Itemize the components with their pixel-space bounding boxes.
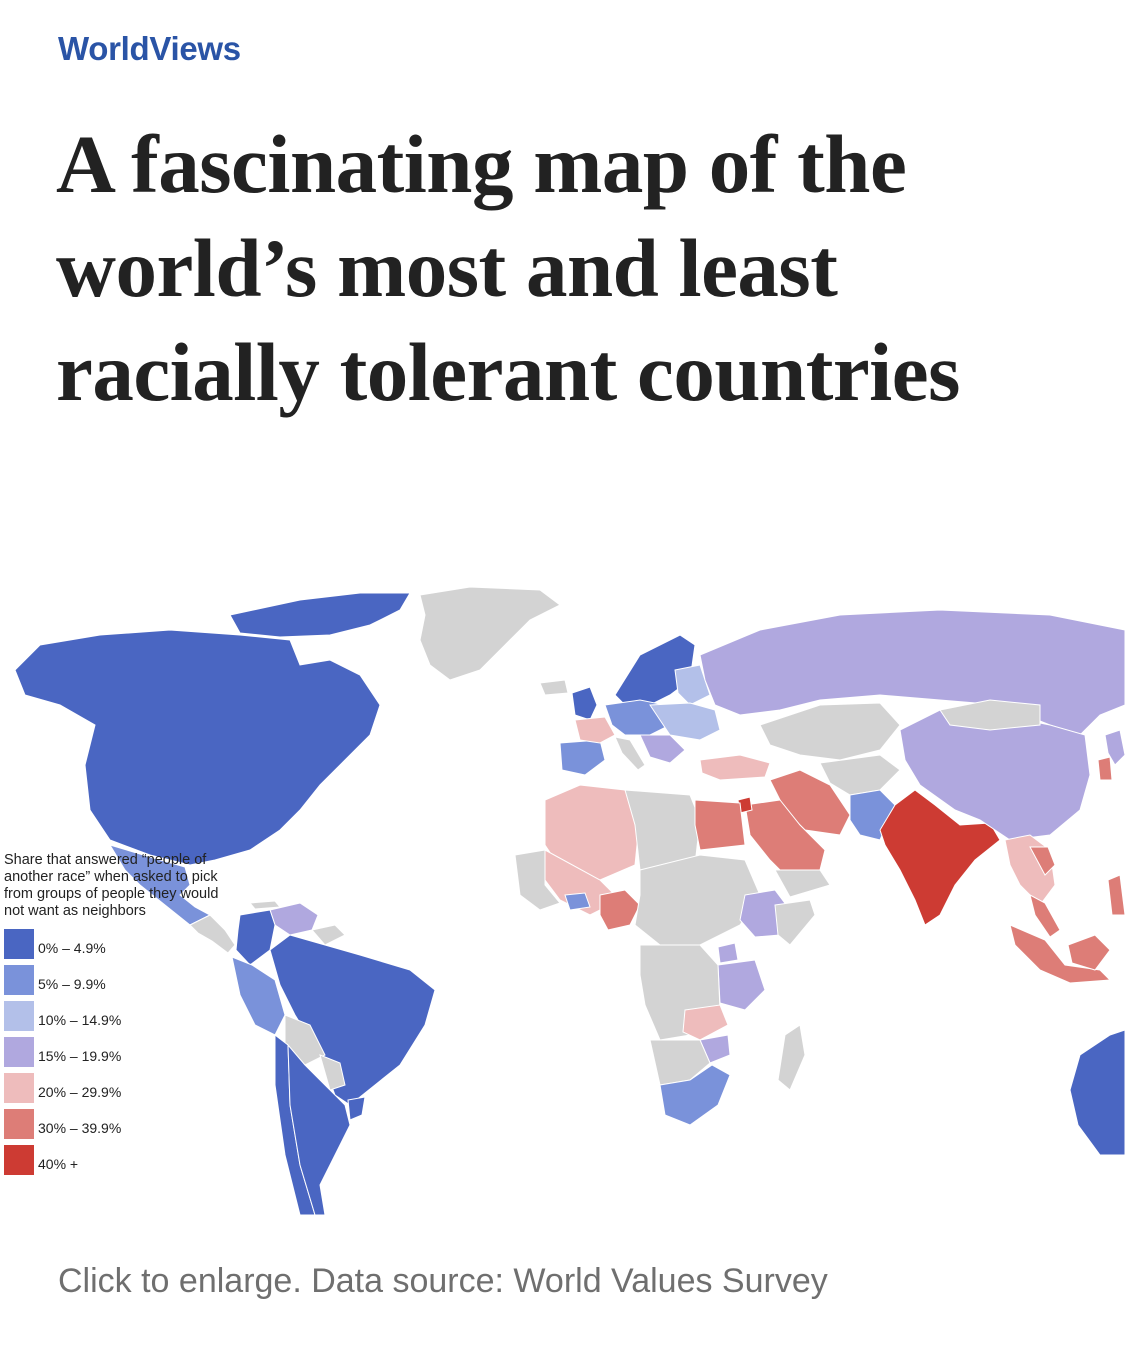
region-mexico	[108, 844, 212, 926]
region-tanzania	[717, 959, 766, 1011]
legend-label: 5% – 9.9%	[38, 976, 106, 992]
region-arabia-south	[774, 869, 831, 898]
region-kazakhstan	[759, 702, 901, 761]
region-north-america	[14, 629, 381, 866]
article-headline: A fascinating map of the world’s most an…	[56, 118, 960, 418]
region-india	[879, 789, 1001, 926]
region-uruguay	[347, 1096, 366, 1121]
region-peru	[231, 956, 286, 1036]
region-egypt	[694, 799, 746, 851]
region-mongolia	[939, 699, 1041, 731]
region-baltics	[674, 664, 711, 706]
region-iberia	[559, 739, 606, 776]
legend-label: 10% – 14.9%	[38, 1012, 122, 1028]
region-balkans	[639, 734, 686, 764]
region-italy	[614, 736, 646, 771]
region-rwanda	[717, 942, 739, 964]
legend-description: Share that answered “people of another r…	[4, 852, 219, 919]
region-south-africa	[659, 1064, 731, 1126]
region-central-africa	[634, 854, 761, 946]
region-turkey	[699, 754, 771, 781]
legend-label: 15% – 19.9%	[38, 1048, 122, 1064]
legend-item: 5% – 9.9%	[4, 962, 219, 998]
region-colombia	[235, 909, 276, 966]
legend-label: 0% – 4.9%	[38, 940, 106, 956]
region-korea	[1097, 756, 1113, 781]
region-madagascar	[777, 1024, 806, 1091]
region-vietnam	[1029, 846, 1056, 876]
region-russia	[699, 609, 1125, 736]
region-indonesia	[1009, 924, 1112, 984]
legend-swatch	[4, 1037, 34, 1067]
region-nigeria	[599, 889, 641, 931]
region-namibia	[649, 1039, 711, 1086]
legend-label: 30% – 39.9%	[38, 1120, 122, 1136]
region-guianas	[311, 924, 346, 946]
legend-swatch	[4, 1001, 34, 1031]
legend-swatch	[4, 965, 34, 995]
map-legend: Share that answered “people of another r…	[4, 852, 219, 1178]
region-uk	[571, 686, 598, 721]
region-greenland	[419, 586, 561, 681]
legend-label: 20% – 29.9%	[38, 1084, 122, 1100]
legend-item: 10% – 14.9%	[4, 998, 219, 1034]
legend-item: 15% – 19.9%	[4, 1034, 219, 1070]
map-caption: Click to enlarge. Data source: World Val…	[58, 1262, 828, 1300]
region-australia	[1069, 1029, 1125, 1156]
legend-item: 30% – 39.9%	[4, 1106, 219, 1142]
legend-swatch	[4, 1109, 34, 1139]
region-canada-islands	[229, 592, 411, 638]
region-japan	[1104, 729, 1125, 766]
section-label-link[interactable]: WorldViews	[58, 30, 241, 67]
region-iceland	[539, 679, 569, 696]
region-eastern-europe	[649, 702, 721, 741]
region-philippines	[1107, 874, 1125, 916]
region-france	[574, 716, 616, 744]
region-burkina-faso	[564, 892, 591, 911]
region-caribbean	[248, 900, 282, 910]
region-west-africa	[514, 849, 561, 911]
region-malaysia	[1029, 894, 1061, 938]
region-argentina	[287, 1043, 351, 1216]
region-paraguay	[319, 1054, 346, 1091]
legend-label: 40% +	[38, 1156, 79, 1172]
region-central-america	[189, 914, 236, 954]
legend-item: 40% +	[4, 1142, 219, 1178]
region-borneo	[1067, 934, 1111, 971]
region-venezuela	[269, 902, 319, 936]
region-zambia	[682, 1004, 729, 1041]
legend-item: 20% – 29.9%	[4, 1070, 219, 1106]
legend-swatch	[4, 1073, 34, 1103]
legend-swatch	[4, 1145, 34, 1175]
world-map[interactable]	[0, 585, 1125, 1225]
legend-swatch	[4, 929, 34, 959]
legend-item: 0% – 4.9%	[4, 926, 219, 962]
region-horn-of-africa	[774, 899, 816, 946]
